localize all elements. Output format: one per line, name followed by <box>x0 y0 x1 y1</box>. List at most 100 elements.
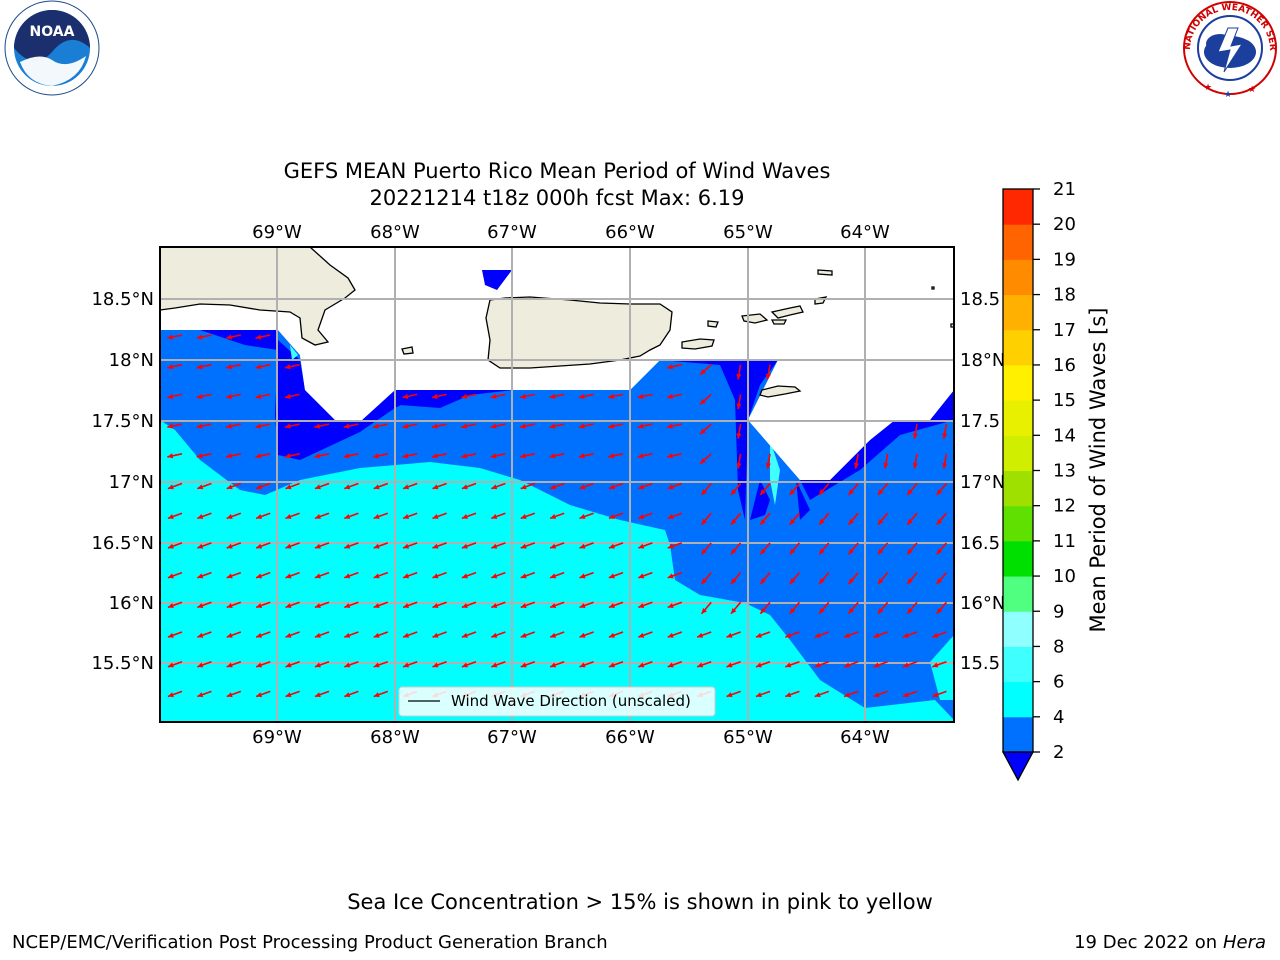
wind-wave-arrowhead <box>255 364 262 370</box>
wind-wave-arrowhead <box>314 662 321 668</box>
wind-wave-arrowhead <box>285 573 292 579</box>
wave-field-under-2s <box>160 330 278 350</box>
wind-wave-arrowhead <box>461 543 468 549</box>
wind-wave-arrowhead <box>226 692 233 698</box>
wind-wave-arrowhead <box>520 393 526 399</box>
wind-wave-arrowhead <box>167 662 174 668</box>
coastlines <box>160 247 954 398</box>
wind-wave-arrowhead <box>848 578 855 585</box>
wind-wave-arrowhead <box>197 692 204 698</box>
wind-wave-arrowhead <box>550 484 557 490</box>
sea-ice-note: Sea Ice Concentration > 15% is shown in … <box>347 890 933 914</box>
wind-wave-arrowhead <box>226 334 232 340</box>
colorbar-tick-label: 15 <box>1053 390 1076 411</box>
wind-wave-arrowhead <box>736 462 742 469</box>
colorbar-tick-label: 6 <box>1053 672 1064 693</box>
wind-wave-arrowhead <box>314 543 321 549</box>
wind-wave-arrowhead <box>697 632 704 638</box>
wind-wave-arrowhead <box>819 548 825 555</box>
wind-wave-arrowhead <box>638 662 645 668</box>
wind-wave-arrowhead <box>431 423 438 429</box>
wind-wave-arrowhead <box>936 548 943 555</box>
wind-wave-arrowhead <box>431 393 438 399</box>
wind-wave-arrowhead <box>520 603 527 609</box>
wind-wave-arrowhead <box>491 484 498 490</box>
lat-label: 15.5 <box>960 653 1000 674</box>
wind-wave-arrowhead <box>373 603 380 609</box>
lon-label: 67°W <box>487 727 537 748</box>
colorbar-tick-label: 20 <box>1053 214 1076 235</box>
lon-label: 64°W <box>840 222 890 243</box>
wind-wave-arrowhead <box>608 662 615 668</box>
colorbar-tick-label: 19 <box>1053 249 1076 270</box>
wind-wave-arrowhead <box>848 489 855 495</box>
lon-label: 66°W <box>605 222 655 243</box>
wind-wave-arrowhead <box>550 573 557 579</box>
wind-wave-arrowhead <box>314 484 321 490</box>
wind-wave-arrowhead <box>226 662 233 668</box>
wind-wave-arrowhead <box>226 573 233 579</box>
wind-wave-arrowhead <box>403 662 410 668</box>
lon-label: 69°W <box>252 727 302 748</box>
wind-wave-arrowhead <box>373 453 379 459</box>
wind-wave-arrowhead <box>579 603 586 609</box>
wind-wave-arrowhead <box>285 692 292 698</box>
colorbar-band <box>1003 576 1033 612</box>
wind-wave-arrowhead <box>314 514 321 519</box>
wind-wave-arrowhead <box>284 364 291 370</box>
wind-wave-arrowhead <box>667 453 673 459</box>
wind-wave-arrowhead <box>167 543 174 549</box>
wind-wave-arrowhead <box>907 548 913 555</box>
wind-wave-arrowhead <box>255 453 262 459</box>
legend-label: Wind Wave Direction (unscaled) <box>451 692 691 710</box>
gridlines <box>160 247 954 722</box>
lon-label: 67°W <box>487 222 537 243</box>
wind-wave-arrowhead <box>520 514 527 519</box>
wind-wave-arrowhead <box>730 518 737 525</box>
wind-wave-arrowhead <box>167 453 174 459</box>
wind-wave-arrowhead <box>667 632 674 638</box>
wind-wave-arrowhead <box>550 662 557 668</box>
wind-wave-arrowhead <box>730 548 737 555</box>
wind-wave-arrowhead <box>314 423 321 429</box>
lat-label: 18.5 <box>960 289 1000 310</box>
wind-wave-arrowhead <box>549 423 556 429</box>
colorbar-tick-label: 12 <box>1053 496 1076 517</box>
wind-wave-arrowhead <box>638 632 645 638</box>
wind-wave-arrowhead <box>819 578 825 585</box>
footer-host: Hera <box>1222 932 1266 953</box>
wind-wave-arrowhead <box>848 607 855 614</box>
wind-wave-arrowhead <box>256 662 263 668</box>
wind-wave-arrowhead <box>197 484 204 490</box>
wind-wave-arrowhead <box>285 484 292 490</box>
wind-wave-arrowhead <box>314 632 321 638</box>
wind-wave-arrowhead <box>785 662 792 668</box>
wind-wave-arrowhead <box>883 462 889 469</box>
wind-wave-arrowhead <box>256 632 263 638</box>
wind-wave-arrowhead <box>373 632 380 638</box>
wind-wave-arrowhead <box>578 393 585 399</box>
lat-label: 16°N <box>960 593 1005 614</box>
wind-wave-arrowhead <box>814 632 821 638</box>
colorbar-tick-label: 21 <box>1053 179 1076 200</box>
wind-wave-arrowhead <box>461 423 468 429</box>
wind-wave-arrowhead <box>491 543 498 549</box>
wind-wave-arrowhead <box>608 514 615 519</box>
wind-wave-arrowhead <box>701 518 708 525</box>
wind-wave-arrowhead <box>373 692 380 698</box>
wind-wave-arrowhead <box>819 607 825 614</box>
wind-wave-arrowhead <box>877 518 884 525</box>
wind-wave-arrowhead <box>936 489 943 495</box>
wind-wave-arrowhead <box>785 632 792 638</box>
wind-wave-arrowhead <box>196 364 203 370</box>
colorbar-band <box>1003 400 1033 436</box>
wind-wave-arrowhead <box>196 393 203 399</box>
lat-label: 17.5 <box>960 411 1000 432</box>
wind-wave-arrowhead <box>667 393 673 399</box>
wind-wave-arrowhead <box>637 393 644 399</box>
wind-wave-arrowhead <box>256 692 263 698</box>
wind-wave-arrowhead <box>226 423 232 429</box>
lat-label: 18.5°N <box>91 289 154 310</box>
lat-label: 18°N <box>960 350 1005 371</box>
wind-wave-arrowhead <box>936 607 943 614</box>
